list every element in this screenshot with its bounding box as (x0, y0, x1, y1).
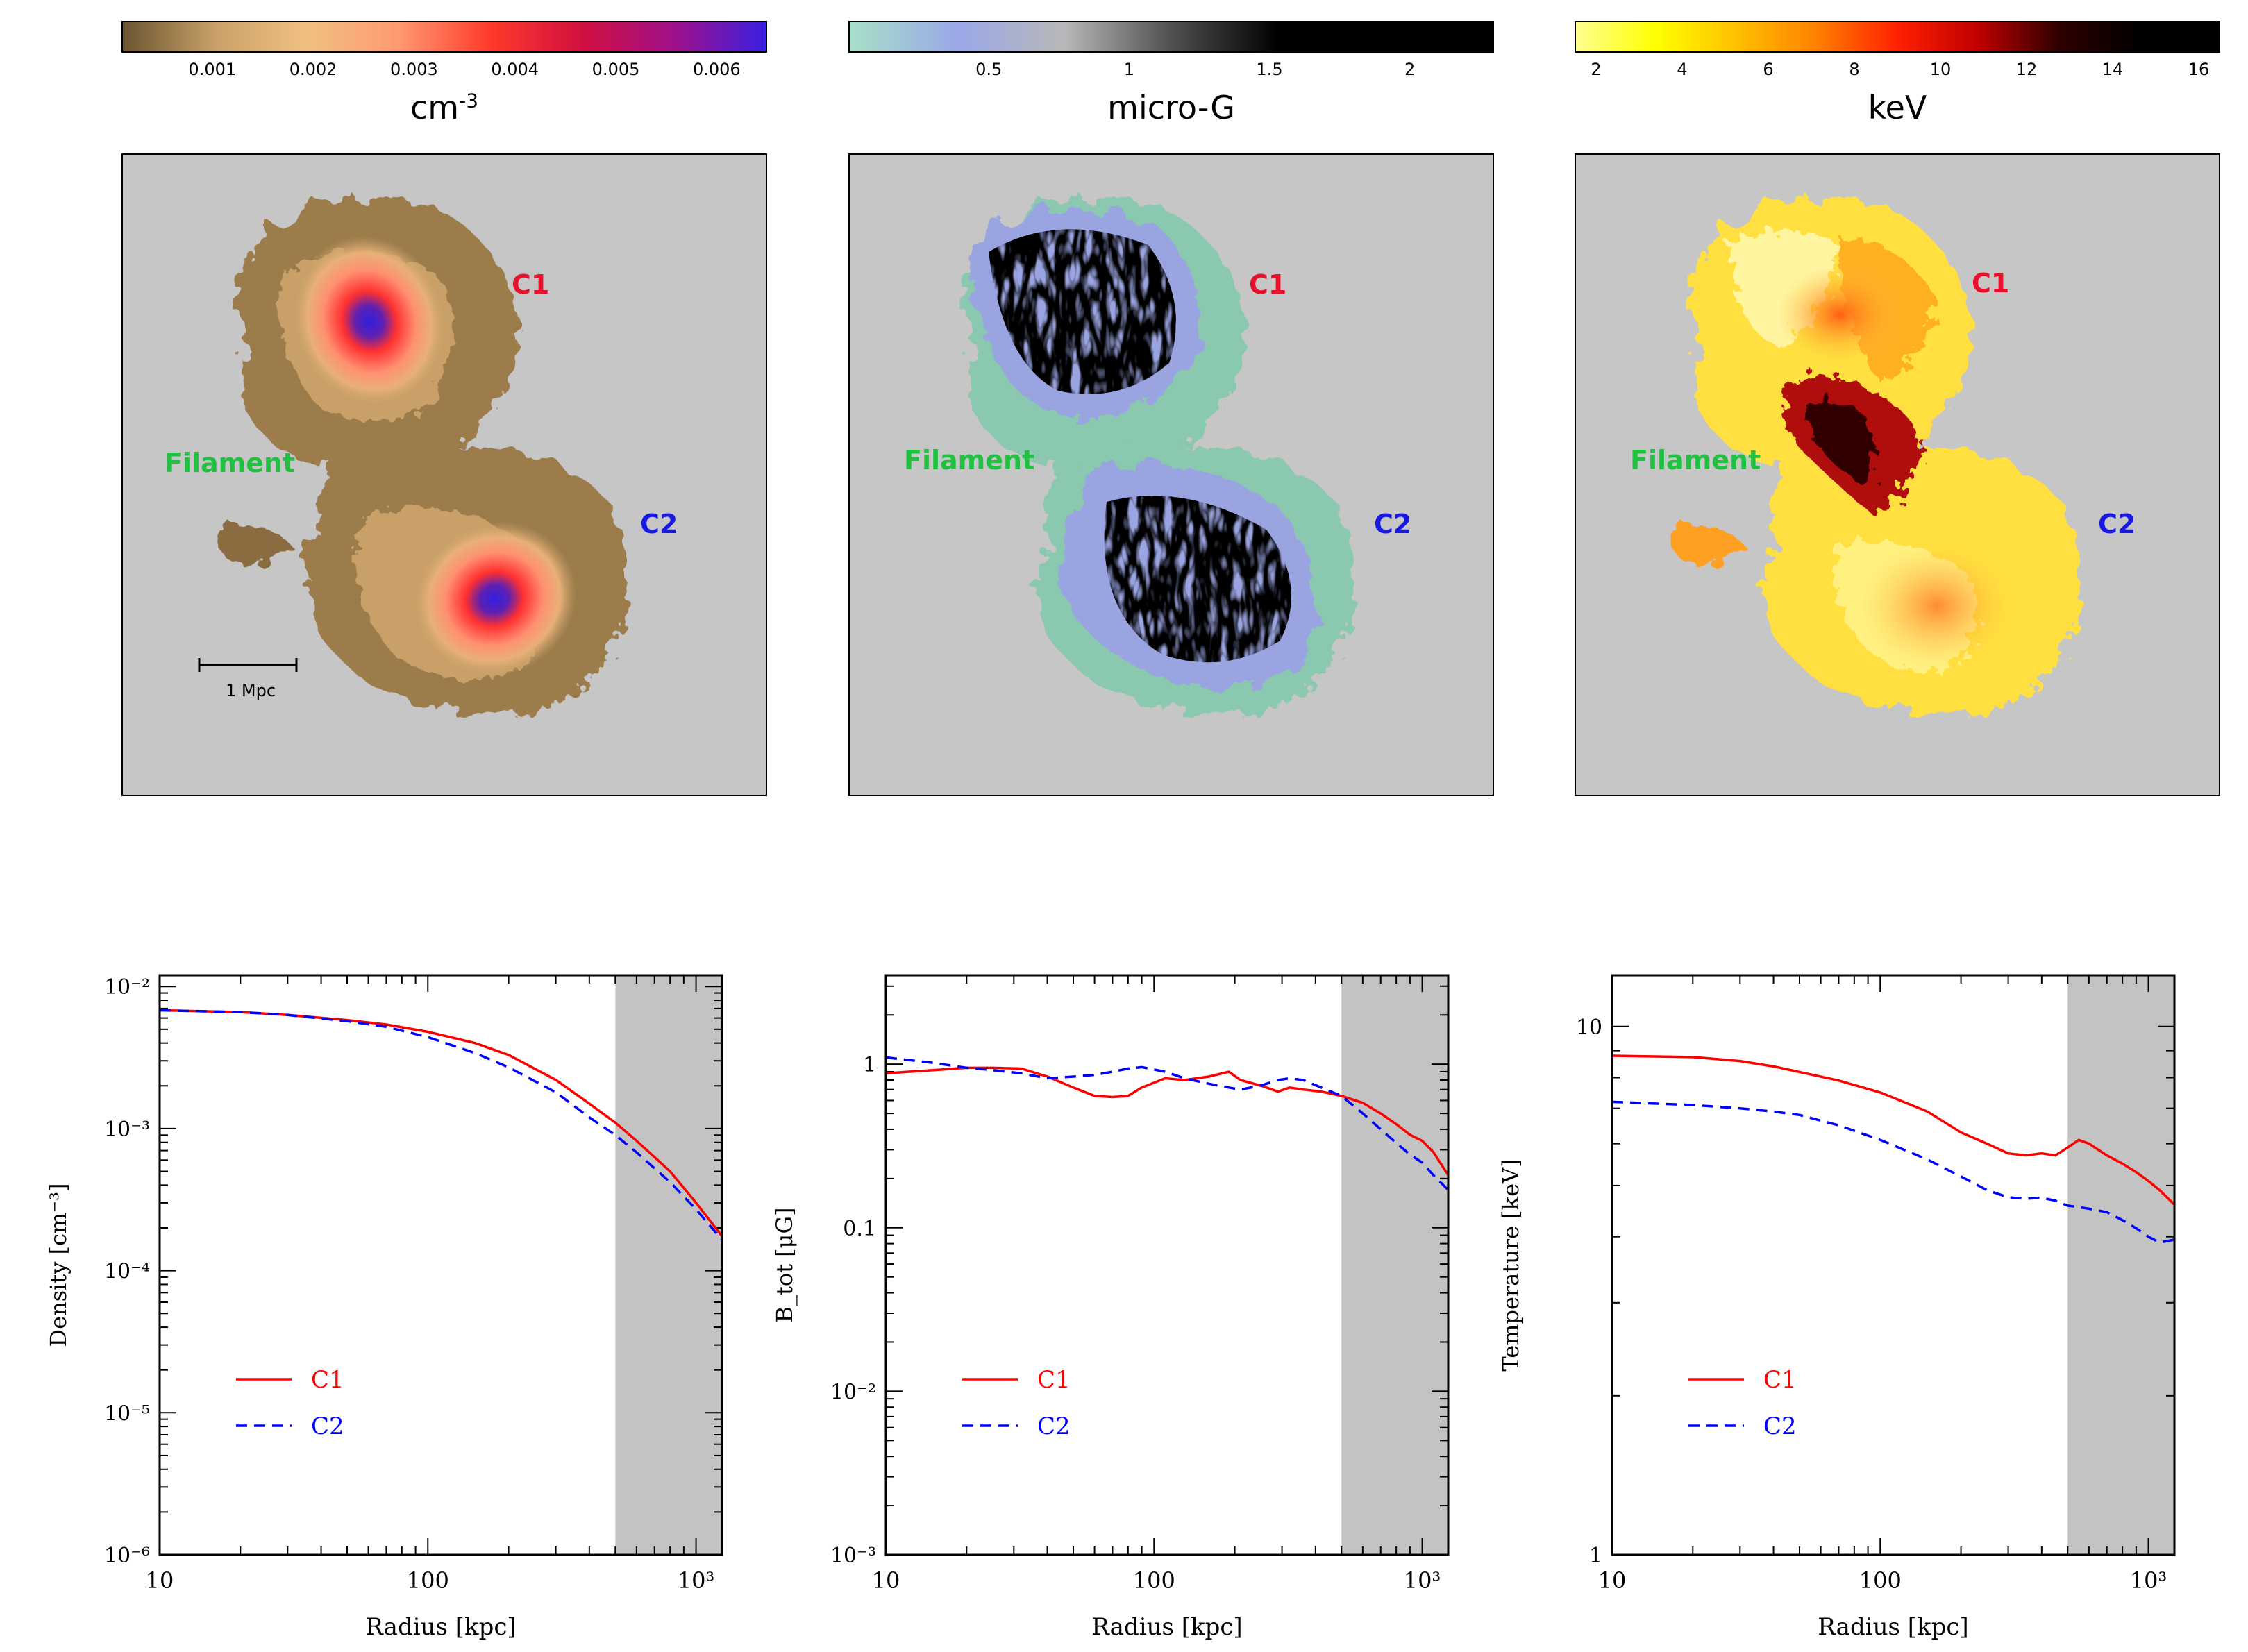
colorbar-tick-label: 0.001 (188, 60, 237, 79)
y-tick-label: 10⁻⁶ (104, 1544, 150, 1568)
x-tick-label: 10³ (2130, 1567, 2167, 1594)
plot-frame (158, 974, 723, 1556)
legend-label-c2: C2 (1037, 1413, 1071, 1440)
colorbar-tick-label: 2 (1591, 60, 1602, 79)
y-axis-label: Density [cm⁻³] (45, 1183, 72, 1347)
density-map: C1 C2 Filament 1 Mpc (121, 153, 767, 796)
colorbar-tick-label: 0.003 (390, 60, 438, 79)
y-tick-label: 10⁻³ (830, 1544, 876, 1568)
legend-label-c1: C1 (311, 1366, 344, 1394)
colorbar-bfield: 0.5 1 1.5 2 micro-G (848, 0, 1494, 139)
legend-label-c1: C1 (1763, 1366, 1797, 1394)
c1-label: C1 (1249, 269, 1287, 300)
filament-label: Filament (904, 445, 1035, 475)
plot-frame (1611, 974, 2176, 1556)
bfield-map: C1 C2 Filament (848, 153, 1494, 796)
c2-label: C2 (2098, 509, 2136, 539)
x-axis-label: Radius [kpc] (1818, 1613, 1968, 1641)
colorbar-temperature: 2 4 6 8 10 12 14 16 keV (1575, 0, 2220, 139)
y-tick-label: 10⁻⁵ (104, 1401, 150, 1426)
c2-label: C2 (640, 509, 678, 539)
colorbar-tick-label: 0.005 (592, 60, 640, 79)
colorbar-density-ticks: 0.001 0.002 0.003 0.004 0.005 0.006 (121, 53, 767, 81)
shaded-region (2067, 975, 2174, 1555)
density-unit-text: cm (410, 89, 460, 126)
y-axis-label: B_tot [μG] (771, 1208, 798, 1323)
legend-label-c2: C2 (311, 1413, 344, 1440)
series-c1-line (885, 1066, 1450, 1176)
y-tick-label: 10 (1576, 1015, 1602, 1040)
x-tick-label: 10 (1598, 1567, 1627, 1594)
x-axis-label: Radius [kpc] (1091, 1613, 1242, 1641)
colorbar-tick-label: 12 (2015, 60, 2038, 79)
density-profile-chart: 10 100 10³ 10⁻⁶ 10⁻⁵ 10⁻⁴ 10⁻³ 10⁻² Radius [kpc]… (45, 974, 723, 1641)
y-tick-label: 10⁻⁴ (104, 1260, 150, 1284)
colorbar-tick-label: 2 (1404, 60, 1416, 79)
plot-frame (884, 974, 1450, 1556)
x-tick-label: 10 (872, 1567, 900, 1594)
colorbar-tick-label: 0.004 (491, 60, 539, 79)
c1-label: C1 (512, 269, 550, 300)
colorbar-tick-label: 16 (2188, 60, 2210, 79)
x-tick-label: 100 (1859, 1567, 1902, 1594)
colorbar-tick-label: 0.002 (289, 60, 337, 79)
bfield-profile-chart: 10 100 10³ 10⁻³ 10⁻² 0.1 1 Radius [kpc] B_tot [μ… (771, 974, 1450, 1641)
shaded-region (1341, 975, 1448, 1555)
colorbar-tick-label: 8 (1849, 60, 1860, 79)
colorbar-tick-label: 1.5 (1256, 60, 1283, 79)
series-c1-line (1611, 1054, 2176, 1206)
c2-label: C2 (1374, 509, 1412, 539)
colorbar-bfield-gradient (848, 21, 1494, 53)
y-tick-label: 10⁻² (104, 975, 150, 1000)
x-tick-label: 100 (1133, 1567, 1175, 1594)
colorbar-temperature-unit: keV (1868, 89, 1927, 126)
y-tick-label: 1 (1589, 1544, 1602, 1568)
x-tick-label: 10 (146, 1567, 174, 1594)
colorbar-tick-label: 0.006 (692, 60, 741, 79)
colorbar-temperature-gradient (1575, 21, 2220, 53)
colorbar-tick-label: 0.5 (975, 60, 1003, 79)
legend-label-c1: C1 (1037, 1366, 1071, 1394)
y-tick-label: 0.1 (843, 1217, 876, 1241)
colorbar-bfield-ticks: 0.5 1 1.5 2 (848, 53, 1494, 81)
y-tick-label: 1 (863, 1053, 876, 1077)
colorbar-tick-label: 14 (2102, 60, 2124, 79)
colorbar-density-gradient (121, 21, 767, 53)
filament-label: Filament (1630, 445, 1761, 475)
colorbar-tick-label: 10 (1929, 60, 1952, 79)
c1-label: C1 (1972, 268, 2010, 298)
x-tick-label: 100 (407, 1567, 449, 1594)
y-tick-label: 10⁻² (830, 1380, 876, 1404)
legend-label-c2: C2 (1763, 1413, 1797, 1440)
temperature-map: C1 C2 Filament (1575, 153, 2220, 796)
colorbar-bfield-unit: micro-G (1107, 89, 1235, 126)
series-c2-line (885, 1056, 1450, 1191)
density-unit-exponent: -3 (459, 89, 479, 112)
filament-label: Filament (165, 448, 296, 478)
colorbar-tick-label: 1 (1123, 60, 1134, 79)
bfield-map-image (964, 198, 1355, 716)
y-axis-label: Temperature [keV] (1498, 1158, 1524, 1371)
colorbar-tick-label: 4 (1677, 60, 1688, 79)
y-tick-label: 10⁻³ (104, 1118, 150, 1142)
colorbar-temperature-ticks: 2 4 6 8 10 12 14 16 (1575, 53, 2220, 81)
colorbar-density: 0.001 0.002 0.003 0.004 0.005 0.006 cm-3 (121, 0, 767, 139)
colorbar-tick-label: 6 (1763, 60, 1774, 79)
density-map-image (198, 198, 628, 716)
x-axis-label: Radius [kpc] (365, 1613, 516, 1641)
shaded-region (615, 975, 722, 1555)
x-tick-label: 10³ (1404, 1567, 1441, 1594)
colorbar-density-unit: cm-3 (121, 89, 767, 126)
series-c2-line (159, 1009, 723, 1241)
x-tick-label: 10³ (678, 1567, 715, 1594)
scale-bar-label: 1 Mpc (226, 681, 276, 700)
temperature-map-image (1671, 198, 2081, 716)
